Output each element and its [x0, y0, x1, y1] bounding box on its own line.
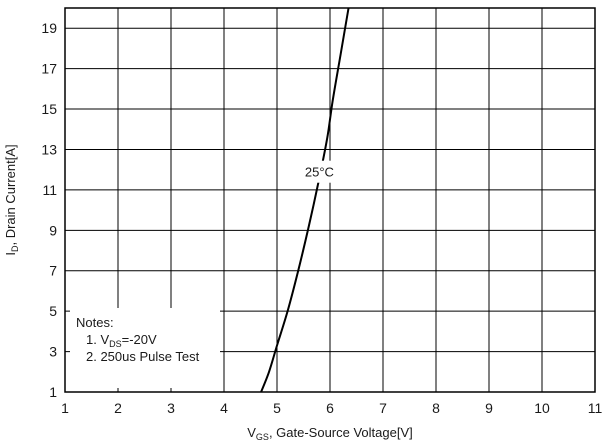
y-tick-label: 19: [41, 20, 57, 36]
annotation-25c: 25°C: [305, 165, 334, 180]
x-tick-label: 8: [432, 400, 440, 416]
y-axis-title: ID, Drain Current[A]: [3, 144, 20, 255]
y-tick-label: 1: [49, 384, 57, 400]
notes-line-1: 1. VDS=-20V: [86, 332, 157, 349]
notes-background: [70, 308, 220, 388]
x-tick-label: 4: [220, 400, 228, 416]
x-tick-label: 7: [379, 400, 387, 416]
x-tick-label: 6: [326, 400, 334, 416]
x-tick-label: 5: [273, 400, 281, 416]
y-tick-label: 17: [41, 61, 57, 77]
x-tick-label: 3: [167, 400, 175, 416]
notes-box: Notes: 1. VDS=-20V 2. 250us Pulse Test: [70, 308, 220, 388]
x-tick-labels: 1 2 3 4 5 6 7 8 9 10 11: [61, 400, 602, 416]
y-tick-label: 11: [42, 182, 57, 198]
y-tick-label: 13: [41, 141, 57, 157]
y-tick-label: 15: [41, 101, 57, 117]
series-annotation: 25°C: [295, 160, 344, 183]
plot-frame: [64, 7, 596, 393]
x-tick-label: 10: [534, 400, 550, 416]
x-tick-label: 2: [114, 400, 122, 416]
annotation-background: [295, 160, 344, 183]
notes-title: Notes:: [76, 315, 114, 330]
y-tick-label: 3: [49, 344, 57, 360]
notes-line-2: 2. 250us Pulse Test: [86, 349, 200, 364]
x-tick-label: 9: [485, 400, 493, 416]
x-tick-label: 1: [61, 400, 69, 416]
y-tick-label: 7: [49, 263, 57, 279]
x-axis-title: VGS, Gate-Source Voltage[V]: [247, 425, 413, 442]
y-tick-label: 5: [49, 303, 57, 319]
x-tick-label: 11: [588, 400, 603, 416]
y-tick-label: 9: [49, 222, 57, 238]
series-line-25c: [260, 7, 350, 393]
